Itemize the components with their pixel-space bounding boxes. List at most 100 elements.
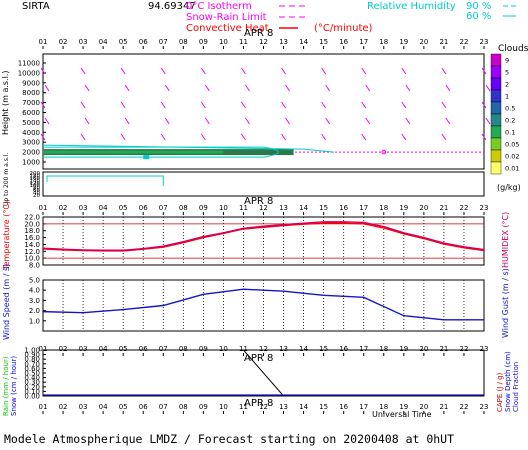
wind-barb	[160, 133, 166, 141]
snow-depth-axis-title: Snow Depth (cm)	[504, 351, 512, 412]
wind-barb	[40, 133, 46, 141]
temp-ytick-10.0: 10.0	[24, 255, 40, 263]
wind-barb	[481, 101, 487, 109]
top-axis-hour-19: 19	[399, 38, 408, 46]
temp-axis-hour-08: 08	[179, 204, 188, 212]
legend-level-9: 9	[505, 57, 509, 65]
temp-ytick-20.0: 20.0	[24, 220, 40, 228]
precip-axis-hour-13: 13	[279, 345, 288, 353]
wind-barb	[281, 67, 286, 75]
wind-barb	[80, 67, 86, 75]
wind-barb	[241, 133, 246, 141]
wind-barb	[401, 101, 407, 109]
temp-ytick-16.0: 16.0	[24, 234, 40, 242]
legend-level-2: 2	[505, 81, 509, 89]
precip-axis-hour-04: 04	[99, 345, 108, 353]
height-tick-3000: 3000	[22, 139, 40, 147]
bottom-axis-hour-10: 10	[219, 403, 228, 411]
bottom-axis-hour-19: 19	[399, 403, 408, 411]
legend-swatch-2	[490, 77, 502, 91]
precip-axis-hour-05: 05	[119, 345, 128, 353]
wind-barb	[441, 67, 447, 75]
legend-swatch-0.2	[490, 113, 502, 127]
bottom-axis-hour-08: 08	[179, 403, 188, 411]
legend-swatch-0.01	[490, 161, 502, 175]
legend-swatch-0.1	[490, 125, 502, 139]
top-axis-hour-17: 17	[359, 38, 368, 46]
station-name: SIRTA	[22, 1, 50, 12]
wind-barb	[124, 117, 130, 125]
precip-axis-hour-09: 09	[199, 345, 208, 353]
cloud-band-inner	[43, 150, 224, 154]
wind-barb	[124, 84, 130, 92]
temp-axis-hour-11: 11	[239, 204, 248, 212]
top-axis-hour-10: 10	[219, 38, 228, 46]
wind-barb	[204, 117, 210, 125]
precip-axis-hour-01: 01	[39, 345, 48, 353]
precip-axis-hour-08: 08	[179, 345, 188, 353]
top-axis-hour-09: 09	[199, 38, 208, 46]
precip-panel: 1.000.900.800.700.600.500.400.300.200.10…	[24, 347, 484, 401]
convective-unit: (°C/minute)	[314, 23, 373, 34]
precip-ytick-0.20: 0.20	[24, 383, 40, 391]
top-axis-hour-01: 01	[39, 38, 48, 46]
rh60-label: 60 %	[466, 11, 491, 22]
date-label-temp: APR 8	[244, 196, 273, 207]
temp-axis-hour-15: 15	[319, 204, 328, 212]
wind-barb	[405, 84, 411, 92]
bottom-axis-hour-02: 02	[59, 403, 68, 411]
legend-swatch-0.02	[490, 149, 502, 163]
height-tick-9000: 9000	[22, 79, 40, 87]
precip-axis-hour-15: 15	[319, 345, 328, 353]
temp-axis-hour-18: 18	[379, 204, 388, 212]
top-axis-hour-07: 07	[159, 38, 168, 46]
wind-gust-axis-title: Wind Gust (m / s)	[501, 268, 510, 338]
temp-axis-hour-06: 06	[139, 204, 148, 212]
precip-axis-hour-20: 20	[419, 345, 428, 353]
temp-axis-hour-13: 13	[279, 204, 288, 212]
precip-axis-hour-07: 07	[159, 345, 168, 353]
temperature-panel: 22.020.018.016.014.012.010.08.0	[24, 214, 485, 270]
rain-axis-title: Rain (mm / hour)	[2, 356, 10, 416]
legend-level-0.01: 0.01	[505, 165, 519, 173]
precip-ytick-0.80: 0.80	[24, 356, 40, 364]
wind-barb	[365, 117, 371, 125]
temp-axis-hour-16: 16	[339, 204, 348, 212]
isotherm-marker	[381, 149, 387, 155]
legend-level-0.05: 0.05	[505, 141, 519, 149]
temp-axis-hour-10: 10	[219, 204, 228, 212]
wind-barb	[441, 133, 447, 141]
wind-ytick-5.0: 5.0	[29, 277, 40, 285]
precip-ytick-0.10: 0.10	[24, 388, 40, 396]
wind-barb	[200, 101, 206, 109]
rh90-contour	[43, 146, 280, 158]
precip-axis-hour-18: 18	[379, 345, 388, 353]
clouds-legend-unit: (g/kg)	[497, 183, 521, 192]
wind-ytick-2.0: 2.0	[29, 307, 40, 315]
temp-axis-hour-03: 03	[79, 204, 88, 212]
wind-barb	[160, 67, 166, 75]
wind-axis-title: Wind Speed (m / s)	[2, 264, 11, 340]
top-axis-hour-06: 06	[139, 38, 148, 46]
temp-axis-hour-01: 01	[39, 204, 48, 212]
footer-title: Modele Atmospherique LMDZ / Forecast sta…	[4, 432, 454, 446]
lower-height-tick-120: 120	[30, 181, 41, 187]
bottom-axis-hour-15: 15	[319, 403, 328, 411]
hour-axes: 01 02 03 04 05 06 07 08 09 10 11 12 13 14 15 16 17 18 19 20…	[39, 38, 488, 414]
wind-barb	[361, 101, 367, 109]
height-tick-7000: 7000	[22, 99, 40, 107]
top-axis-hour-04: 04	[99, 38, 108, 46]
wind-barb	[241, 67, 246, 75]
wind-barb	[401, 133, 407, 141]
lower-height-tick-20: 20	[33, 193, 40, 199]
universal-time-label: Universal Time	[372, 410, 432, 419]
lower-height-tick-60: 60	[33, 188, 40, 194]
top-axis-hour-11: 11	[239, 38, 248, 46]
clouds-legend: 9 5 2 1 0.5 0.2 0.1 0.05 0.02 0.01	[490, 53, 519, 175]
precip-axis-hour-10: 10	[219, 345, 228, 353]
wind-barb	[84, 84, 90, 92]
wind-barb	[325, 117, 331, 125]
precip-ytick-0.70: 0.70	[24, 360, 40, 368]
top-axis-hour-08: 08	[179, 38, 188, 46]
height-tick-5000: 5000	[22, 119, 40, 127]
